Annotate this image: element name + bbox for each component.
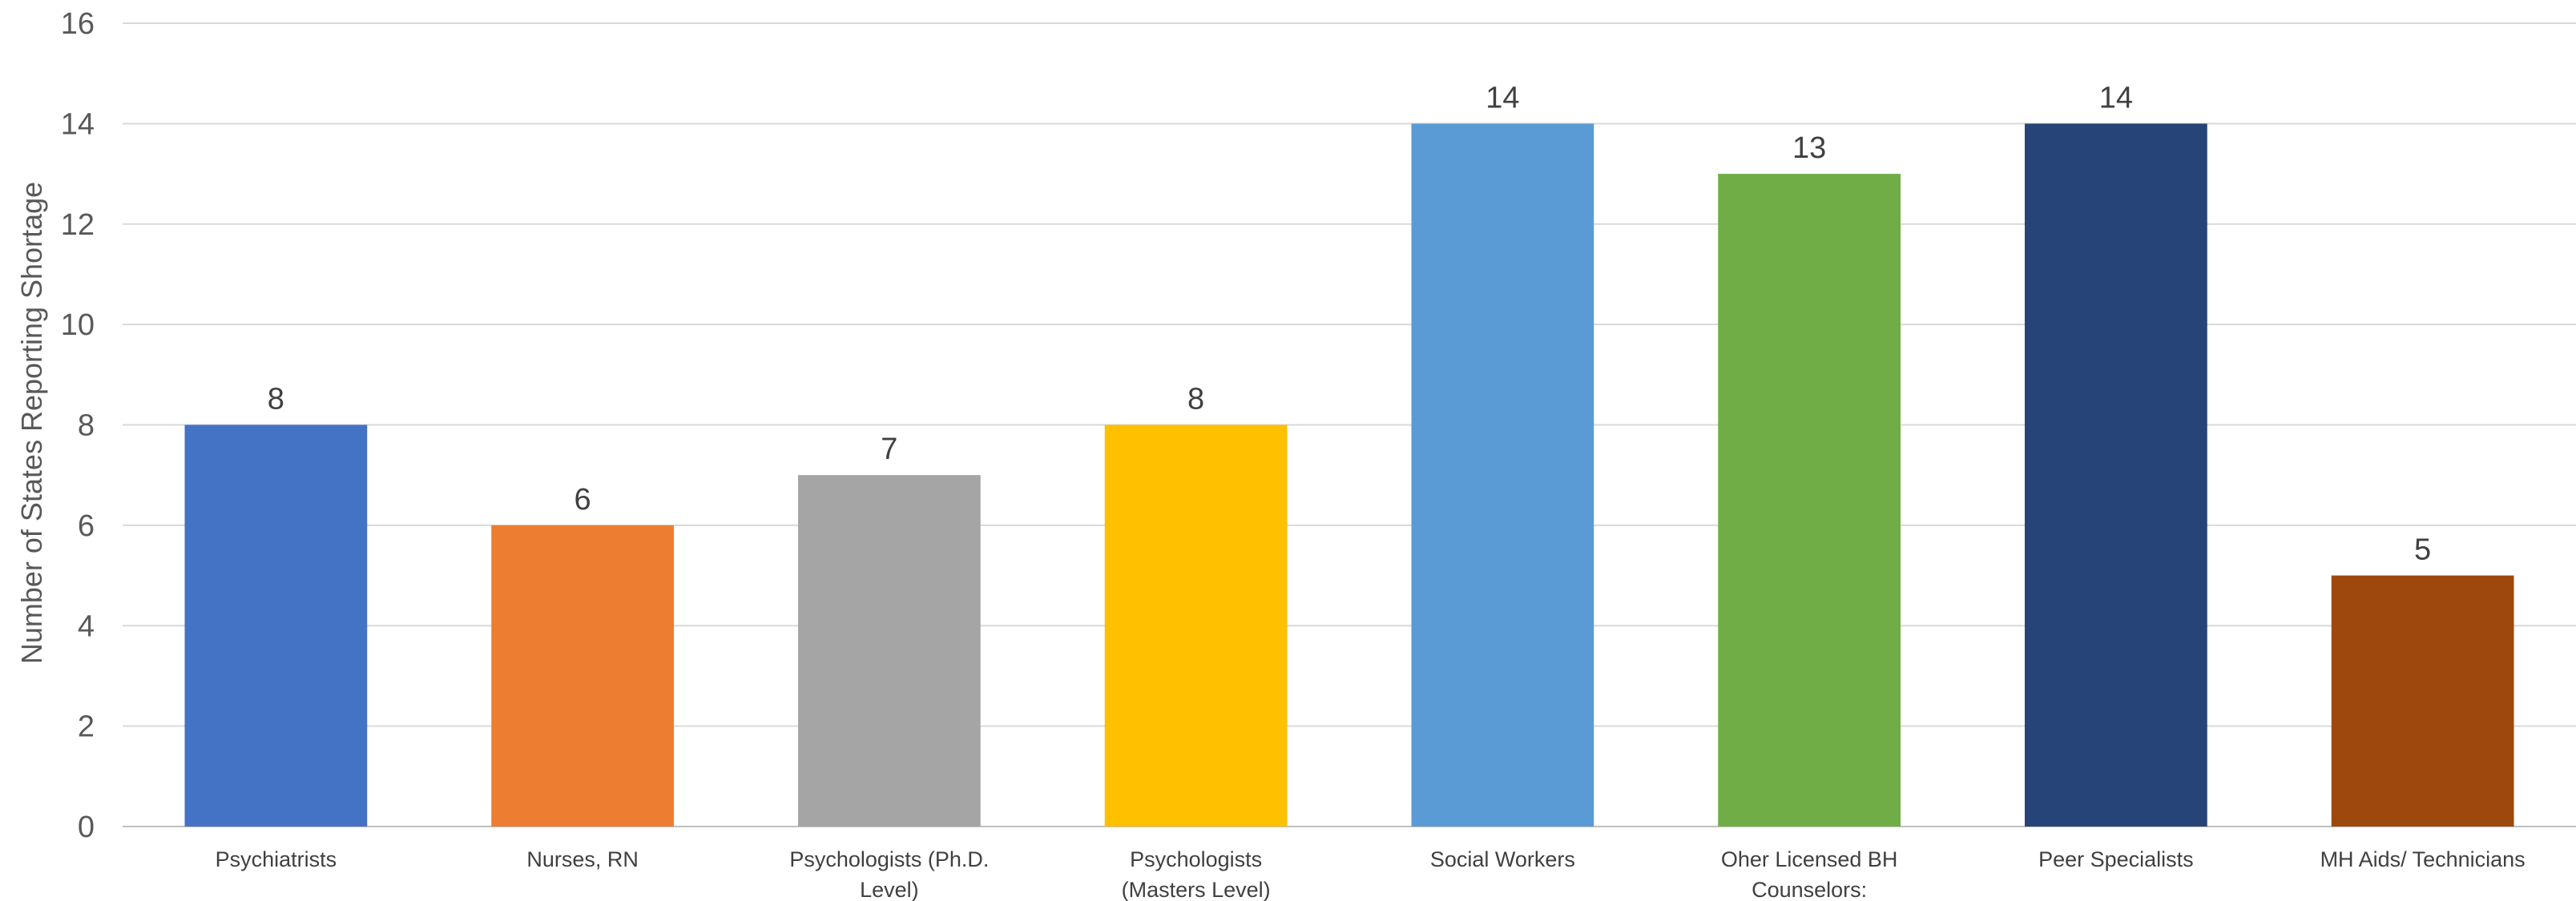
bar: [2331, 575, 2514, 827]
data-label: 14: [2099, 81, 2133, 115]
x-category-label: Nurses, RN: [526, 847, 639, 871]
x-category-label: Social Workers: [1430, 847, 1575, 871]
data-label: 13: [1792, 131, 1826, 165]
y-axis-title: Number of States Reporting Shortage: [15, 182, 48, 664]
data-label: 8: [1187, 383, 1204, 416]
x-axis-categories: Psychiatrists Nurses, RN Psychologists (Ph…: [216, 847, 2526, 901]
bar: [2025, 123, 2207, 827]
data-label: 14: [1486, 81, 1519, 115]
bar: [1718, 174, 1901, 827]
y-tick-label: 14: [61, 107, 95, 141]
y-tick-label: 8: [78, 409, 95, 443]
x-category-label: Psychologists (Ph.D. Level): [789, 847, 989, 901]
bar: [491, 525, 674, 827]
data-label: 7: [881, 432, 897, 466]
y-tick-label: 10: [61, 308, 95, 342]
gridlines: [123, 22, 2576, 827]
data-label: 6: [574, 483, 591, 517]
bars: [184, 123, 2514, 827]
x-category-label: Peer Specialists: [2038, 847, 2194, 871]
x-category-label: Oher Licensed BH Counselors:: [1721, 847, 1898, 901]
y-tick-label: 6: [78, 509, 95, 543]
y-axis-ticks: 0 2 4 6 8 10 12 14 16: [61, 7, 95, 844]
y-tick-label: 12: [61, 208, 95, 242]
y-tick-label: 16: [61, 7, 95, 41]
bar: [798, 475, 981, 827]
data-label: 5: [2414, 533, 2431, 567]
data-label: 8: [268, 383, 284, 416]
x-category-label: Psychiatrists: [216, 847, 337, 871]
bar: [1411, 123, 1594, 827]
y-tick-label: 4: [78, 609, 95, 643]
x-category-label: Psychologists (Masters Level): [1122, 847, 1271, 901]
data-labels: 8 6 7 8 14 13 14 5: [268, 81, 2431, 566]
y-tick-label: 0: [78, 810, 95, 844]
y-tick-label: 2: [78, 710, 95, 744]
bar: [1104, 424, 1288, 827]
x-category-label: MH Aids/ Technicians: [2320, 847, 2526, 871]
bar: [184, 424, 368, 827]
